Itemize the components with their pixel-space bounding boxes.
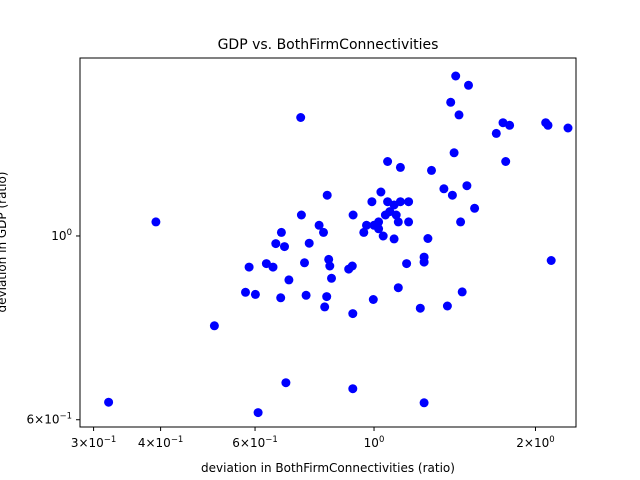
data-point bbox=[359, 227, 369, 237]
x-tick-label: 3×10−1 bbox=[71, 435, 117, 450]
data-point bbox=[271, 239, 281, 249]
data-point bbox=[276, 293, 286, 303]
data-point bbox=[389, 234, 399, 244]
data-point bbox=[325, 261, 335, 271]
data-point bbox=[376, 187, 386, 197]
data-point bbox=[280, 242, 289, 252]
data-point bbox=[362, 220, 371, 230]
data-point bbox=[304, 238, 314, 248]
data-point bbox=[367, 197, 377, 207]
x-tick-label: 6×10−1 bbox=[232, 435, 278, 450]
x-axis: 3×10−1 4×10−1 6×10−1 100 2×100 bbox=[71, 427, 555, 450]
data-point bbox=[393, 283, 403, 293]
points-layer bbox=[104, 71, 573, 418]
data-point bbox=[348, 309, 358, 319]
data-point bbox=[374, 217, 384, 227]
data-point bbox=[419, 398, 429, 408]
data-point bbox=[423, 234, 433, 243]
x-axis-label: deviation in BothFirmConnectivities (rat… bbox=[201, 461, 455, 475]
data-point bbox=[464, 80, 473, 90]
y-tick-label: 100 bbox=[51, 228, 72, 243]
data-point bbox=[501, 157, 511, 166]
data-point bbox=[446, 97, 456, 107]
data-point bbox=[378, 231, 388, 241]
data-point bbox=[457, 287, 467, 297]
plot-frame bbox=[79, 57, 577, 428]
data-point bbox=[319, 227, 328, 237]
y-axis: 6×10−1 100 bbox=[27, 228, 80, 427]
data-point bbox=[241, 287, 250, 297]
data-point bbox=[268, 262, 278, 272]
data-point bbox=[462, 181, 472, 191]
x-tick-label: 4×10−1 bbox=[138, 435, 184, 450]
data-point bbox=[451, 71, 461, 81]
data-point bbox=[104, 397, 114, 407]
data-point bbox=[395, 162, 405, 172]
data-point bbox=[419, 257, 429, 267]
data-point bbox=[454, 110, 464, 120]
data-point bbox=[348, 210, 358, 220]
data-point bbox=[276, 227, 286, 237]
data-point bbox=[404, 197, 414, 207]
data-point bbox=[393, 217, 403, 227]
data-point bbox=[383, 157, 393, 166]
data-point bbox=[244, 262, 254, 272]
data-point bbox=[253, 408, 263, 418]
data-point bbox=[301, 290, 311, 300]
data-point bbox=[470, 203, 480, 213]
data-point bbox=[546, 256, 556, 265]
data-point bbox=[151, 217, 161, 227]
data-point bbox=[491, 128, 501, 138]
y-tick-label: 6×10−1 bbox=[27, 412, 73, 427]
data-point bbox=[296, 210, 306, 220]
data-point bbox=[368, 295, 378, 304]
data-point bbox=[563, 123, 573, 133]
data-point bbox=[281, 378, 291, 388]
data-point bbox=[300, 258, 309, 268]
data-point bbox=[391, 210, 401, 220]
data-point bbox=[327, 273, 336, 283]
data-point bbox=[404, 217, 414, 227]
data-point bbox=[442, 301, 452, 311]
data-point bbox=[347, 261, 357, 271]
chart-title: GDP vs. BothFirmConnectivities bbox=[218, 37, 439, 53]
x-tick-label: 100 bbox=[364, 435, 385, 450]
data-point bbox=[456, 217, 466, 227]
data-point bbox=[415, 303, 425, 313]
data-point bbox=[261, 259, 271, 269]
data-point bbox=[505, 120, 515, 130]
data-point bbox=[374, 224, 384, 234]
data-point bbox=[320, 302, 330, 312]
data-point bbox=[322, 190, 332, 200]
data-point bbox=[427, 165, 436, 175]
data-point bbox=[209, 321, 219, 331]
data-point bbox=[402, 259, 412, 269]
data-point bbox=[543, 120, 553, 130]
data-point bbox=[447, 190, 457, 200]
data-point bbox=[314, 220, 324, 230]
data-point bbox=[439, 184, 449, 194]
y-axis-label: deviation in GDP (ratio) bbox=[0, 172, 9, 313]
data-point bbox=[250, 289, 260, 299]
data-point bbox=[449, 148, 459, 158]
data-point bbox=[322, 292, 332, 302]
data-point bbox=[395, 197, 405, 207]
data-point bbox=[348, 384, 358, 394]
data-point bbox=[284, 275, 294, 285]
data-point bbox=[296, 113, 306, 122]
x-tick-label: 2×100 bbox=[516, 435, 554, 450]
